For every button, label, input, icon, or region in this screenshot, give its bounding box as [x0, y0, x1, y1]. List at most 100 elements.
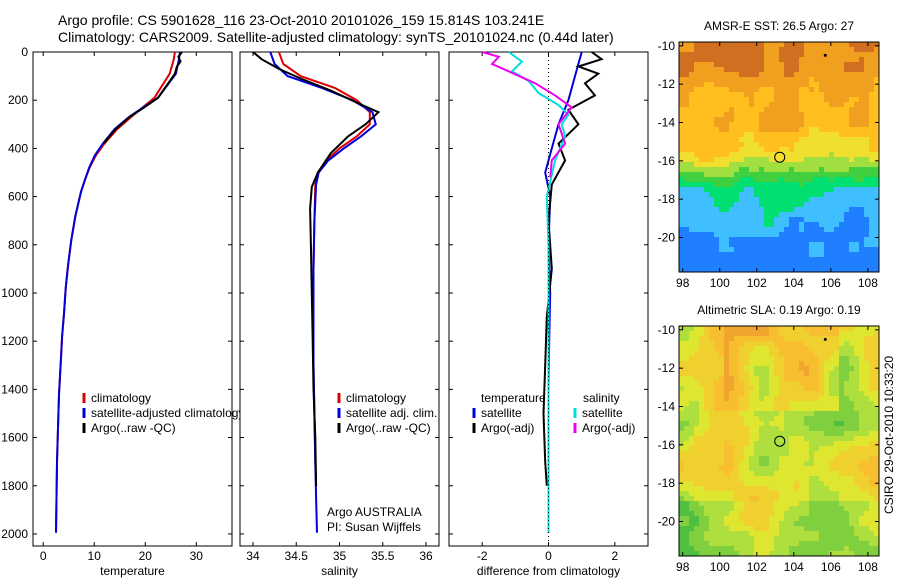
sst-heatmap-cell	[874, 162, 879, 168]
sst-heatmap-cell	[724, 252, 730, 258]
sla-heatmap-cell	[759, 406, 765, 412]
sst-heatmap-cell	[679, 242, 685, 248]
sst-heatmap-cell	[829, 172, 835, 178]
sla-heatmap-cell	[779, 476, 785, 482]
sst-heatmap-cell	[839, 227, 845, 233]
sla-heatmap-cell	[719, 351, 725, 357]
sla-heatmap-cell	[789, 481, 795, 487]
sla-heatmap-cell	[739, 351, 745, 357]
sst-heatmap-cell	[679, 257, 685, 263]
sst-heatmap-cell	[744, 177, 750, 183]
sla-heatmap-cell	[774, 426, 780, 432]
sla-heatmap-cell	[794, 366, 800, 372]
sst-heatmap-cell	[814, 152, 820, 158]
sla-heatmap-cell	[729, 536, 735, 542]
sst-heatmap-cell	[694, 62, 700, 68]
sla-heatmap-cell	[849, 451, 855, 457]
sst-heatmap-cell	[859, 262, 865, 268]
sla-heatmap-cell	[819, 461, 825, 467]
sst-heatmap-cell	[859, 242, 865, 248]
sla-heatmap-cell	[864, 536, 870, 542]
sst-heatmap-cell	[859, 267, 865, 272]
sla-heatmap-cell	[724, 431, 730, 437]
sst-heatmap-cell	[804, 72, 810, 78]
sla-heatmap-cell	[699, 416, 705, 422]
sla-heatmap-cell	[789, 456, 795, 462]
sla-heatmap-cell	[769, 421, 775, 427]
sst-heatmap-cell	[844, 102, 850, 108]
side-timestamp-label: CSIRO 29-Oct-2010 10:33:20	[882, 356, 896, 514]
sst-heatmap-cell	[699, 112, 705, 118]
sst-heatmap-cell	[804, 172, 810, 178]
sla-heatmap-cell	[824, 501, 830, 507]
sla-heatmap-cell	[829, 476, 835, 482]
sla-heatmap-cell	[704, 546, 710, 552]
sst-heatmap-cell	[734, 192, 740, 198]
sla-heatmap-cell	[754, 491, 760, 497]
sla-heatmap-cell	[704, 496, 710, 502]
sst-heatmap-cell	[774, 102, 780, 108]
sla-heatmap-cell	[804, 336, 810, 342]
sla-heatmap-cell	[804, 481, 810, 487]
sst-heatmap-cell	[684, 97, 690, 103]
sla-heatmap-cell	[689, 496, 695, 502]
sla-heatmap-cell	[744, 376, 750, 382]
sla-heatmap-cell	[864, 361, 870, 367]
sst-heatmap-cell	[759, 92, 765, 98]
sla-heatmap-cell	[709, 446, 715, 452]
sst-heatmap-cell	[764, 212, 770, 218]
sst-heatmap-cell	[819, 132, 825, 138]
sla-heatmap-cell	[849, 431, 855, 437]
sst-heatmap-cell	[814, 57, 820, 63]
sla-heatmap-cell	[704, 366, 710, 372]
salinity-series-line-2	[252, 51, 381, 486]
sst-heatmap-cell	[684, 132, 690, 138]
sla-heatmap-cell	[869, 531, 875, 537]
sst-heatmap-cell	[849, 202, 855, 208]
sst-heatmap-cell	[799, 122, 805, 128]
sst-heatmap-cell	[769, 132, 775, 138]
sst-heatmap-cell	[849, 167, 855, 173]
sla-heatmap-cell	[694, 476, 700, 482]
sst-heatmap-cell	[734, 172, 740, 178]
sla-heatmap-cell	[699, 441, 705, 447]
sst-heatmap-cell	[734, 217, 740, 223]
sst-heatmap-cell	[774, 92, 780, 98]
sla-heatmap-cell	[704, 351, 710, 357]
sla-heatmap-cell	[759, 411, 765, 417]
sla-heatmap-cell	[689, 351, 695, 357]
sst-heatmap-cell	[689, 47, 695, 53]
sst-heatmap-cell	[679, 137, 685, 143]
sst-heatmap-cell	[794, 242, 800, 248]
sla-heatmap-cell	[734, 336, 740, 342]
sst-heatmap-cell	[779, 222, 785, 228]
sla-heatmap-cell	[829, 516, 835, 522]
sst-heatmap-cell	[789, 177, 795, 183]
sst-heatmap-cell	[854, 97, 860, 103]
sla-heatmap-cell	[869, 411, 875, 417]
sst-heatmap-cell	[809, 267, 815, 272]
sst-heatmap-cell	[859, 127, 865, 133]
sla-heatmap-cell	[839, 461, 845, 467]
sst-heatmap-cell	[799, 57, 805, 63]
sla-heatmap-cell	[839, 481, 845, 487]
sla-heatmap-cell	[844, 426, 850, 432]
sst-heatmap-cell	[679, 42, 685, 48]
sla-heatmap-cell	[709, 406, 715, 412]
sla-heatmap-cell	[694, 461, 700, 467]
sla-heatmap-cell	[684, 446, 690, 452]
sla-heatmap-cell	[824, 406, 830, 412]
sla-heatmap-cell	[844, 466, 850, 472]
sst-heatmap-cell	[754, 87, 760, 93]
sla-heatmap-cell	[854, 376, 860, 382]
sst-heatmap-cell	[779, 267, 785, 272]
sla-heatmap-cell	[819, 501, 825, 507]
temperature-ytick-label: 2000	[1, 527, 28, 541]
sst-heatmap-cell	[694, 237, 700, 243]
sla-heatmap-cell	[699, 466, 705, 472]
sla-heatmap-cell	[754, 391, 760, 397]
sla-heatmap-cell	[679, 406, 685, 412]
sla-heatmap-cell	[784, 401, 790, 407]
sst-heatmap-cell	[704, 247, 710, 253]
sst-heatmap-cell	[714, 227, 720, 233]
